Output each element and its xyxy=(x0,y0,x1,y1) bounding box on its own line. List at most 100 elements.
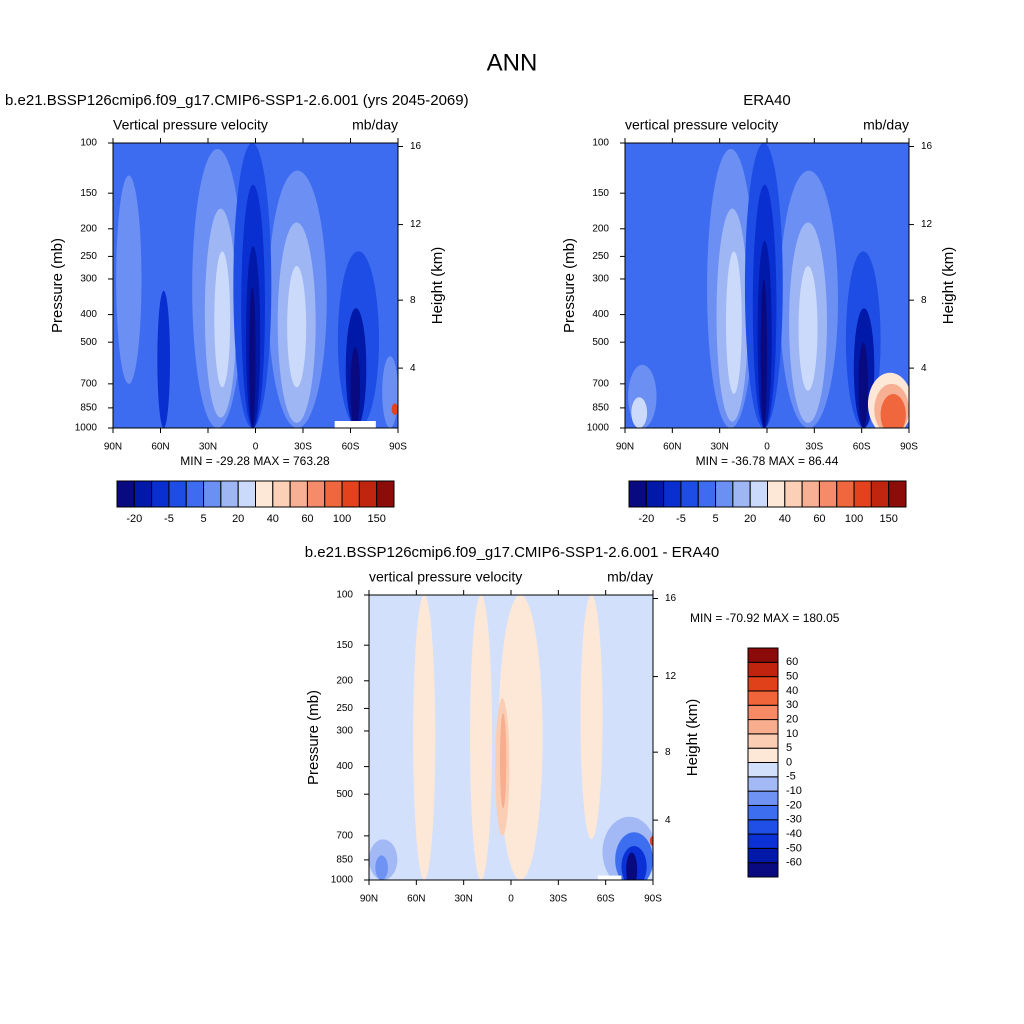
contour-region xyxy=(350,347,360,428)
y-tick-label: 500 xyxy=(80,337,97,348)
y-tick-label: 1000 xyxy=(331,875,354,886)
y-tick-label: 850 xyxy=(336,855,353,866)
colorbar-box xyxy=(151,480,170,508)
colorbar-label: 20 xyxy=(232,513,244,525)
colorbar-label: 150 xyxy=(880,513,898,525)
contour-field xyxy=(113,143,398,428)
x-tick-label: 0 xyxy=(764,442,770,453)
colorbar-box xyxy=(747,762,779,778)
colorbar-box xyxy=(747,704,779,721)
colorbar-box xyxy=(358,480,378,508)
y-tick-label: 400 xyxy=(336,761,353,772)
figure-title: ANN xyxy=(487,49,538,76)
colorbar-label: 40 xyxy=(267,513,279,525)
y2-tick-label: 8 xyxy=(921,295,927,306)
right-string: mb/day xyxy=(607,569,653,585)
colorbar-box xyxy=(306,480,326,508)
y-axis-label: Pressure (mb) xyxy=(49,238,66,333)
y-tick-label: 150 xyxy=(336,640,353,651)
colorbar-label: 60 xyxy=(813,513,825,525)
min-max-stats: MIN = -70.92 MAX = 180.05 xyxy=(690,611,840,625)
contour-region xyxy=(469,595,493,880)
colorbar-label: -20 xyxy=(638,513,654,525)
y2-tick-label: 8 xyxy=(410,295,416,306)
contour-region xyxy=(880,394,906,428)
panel-title: b.e21.BSSP126cmip6.f09_g17.CMIP6-SSP1-2.… xyxy=(305,544,719,561)
colorbar-label: 20 xyxy=(786,713,798,725)
colorbar-box xyxy=(237,480,256,508)
x-tick-label: 0 xyxy=(508,894,514,905)
contour-region xyxy=(580,595,603,840)
colorbar-box xyxy=(870,480,890,508)
y-tick-label: 200 xyxy=(336,675,353,686)
x-tick-label: 60N xyxy=(663,442,681,453)
contour-field xyxy=(625,143,909,428)
y2-axis-label: Height (km) xyxy=(684,699,701,777)
colorbar-box xyxy=(767,480,786,508)
left-string: vertical pressure velocity xyxy=(625,117,778,133)
colorbar-label: -5 xyxy=(786,771,796,783)
y-tick-label: 1000 xyxy=(587,423,610,434)
contour-region xyxy=(626,852,638,880)
y2-tick-label: 16 xyxy=(410,141,422,152)
y-tick-label: 300 xyxy=(336,726,353,737)
x-tick-label: 90S xyxy=(389,442,407,453)
colorbar-label: 60 xyxy=(786,656,798,668)
x-tick-label: 0 xyxy=(253,442,259,453)
panel-title: b.e21.BSSP126cmip6.f09_g17.CMIP6-SSP1-2.… xyxy=(5,92,469,109)
colorbar-label: 5 xyxy=(713,513,719,525)
min-max-stats: MIN = -36.78 MAX = 86.44 xyxy=(696,454,839,468)
colorbar-box xyxy=(747,833,779,849)
x-tick-label: 60N xyxy=(407,894,425,905)
y-tick-label: 850 xyxy=(592,403,609,414)
y-tick-label: 250 xyxy=(336,703,353,714)
colorbar-box xyxy=(747,733,779,749)
y2-tick-label: 12 xyxy=(665,671,677,682)
colorbar-box xyxy=(747,747,779,763)
colorbar-box xyxy=(784,480,803,508)
missing-region xyxy=(334,420,376,428)
colorbar-box xyxy=(255,480,274,508)
x-tick-label: 30N xyxy=(199,442,217,453)
colorbar-box xyxy=(715,480,734,508)
y-tick-label: 700 xyxy=(80,378,97,389)
colorbar-box xyxy=(645,480,665,508)
colorbar-box xyxy=(747,862,779,878)
y-tick-label: 500 xyxy=(592,337,609,348)
y-tick-label: 700 xyxy=(336,830,353,841)
y-tick-label: 850 xyxy=(80,403,97,414)
y-tick-label: 400 xyxy=(80,309,97,320)
y2-tick-label: 16 xyxy=(921,141,933,152)
colorbar-box xyxy=(747,719,779,735)
colorbar-box xyxy=(697,480,717,508)
colorbar-label: -50 xyxy=(786,842,802,854)
colorbar-label: -30 xyxy=(786,814,802,826)
colorbar-box xyxy=(747,661,779,678)
colorbar-label: 100 xyxy=(333,513,351,525)
colorbar-box xyxy=(324,480,343,508)
x-tick-label: 60S xyxy=(597,894,615,905)
colorbar-label: 30 xyxy=(786,699,798,711)
contour-region xyxy=(631,397,648,428)
x-tick-label: 90S xyxy=(900,442,918,453)
x-tick-label: 30N xyxy=(454,894,472,905)
y2-axis-label: Height (km) xyxy=(940,247,957,325)
y2-tick-label: 4 xyxy=(410,363,416,374)
contour-region xyxy=(858,342,868,428)
colorbar-box xyxy=(341,480,360,508)
colorbar-box xyxy=(168,480,187,508)
y2-tick-label: 16 xyxy=(665,593,677,604)
colorbar-box xyxy=(801,480,820,508)
colorbar-box xyxy=(628,480,647,508)
left-string: vertical pressure velocity xyxy=(369,569,522,585)
colorbar-label: 5 xyxy=(201,513,207,525)
colorbar-box xyxy=(220,480,239,508)
colorbar-label: -60 xyxy=(786,857,802,869)
right-string: mb/day xyxy=(352,117,398,133)
colorbar-box xyxy=(663,480,682,508)
colorbar-box xyxy=(888,480,907,508)
x-tick-label: 30S xyxy=(294,442,312,453)
contour-field xyxy=(369,595,653,880)
